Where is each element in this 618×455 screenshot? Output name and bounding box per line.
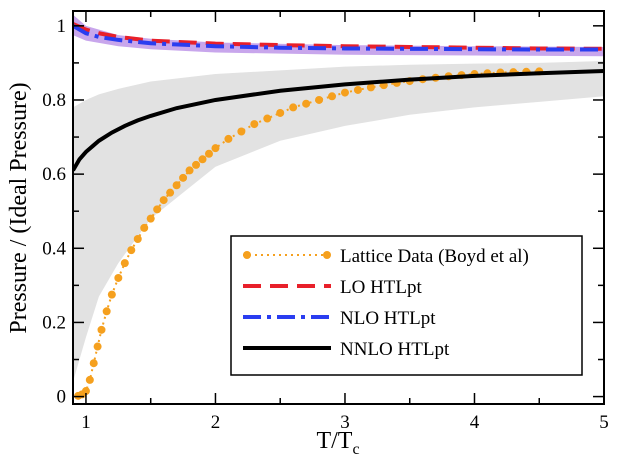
data-point [166, 188, 175, 197]
data-point [114, 273, 123, 282]
y-tick-label: 0 [57, 387, 67, 408]
data-point [93, 342, 102, 351]
x-tick-label: 5 [599, 412, 609, 433]
y-tick-label: 1 [57, 16, 67, 37]
data-point [140, 223, 149, 232]
band-nnlo-htlpt [73, 61, 604, 382]
x-tick-label: 4 [470, 412, 480, 433]
plot-frame [72, 10, 605, 405]
y-tick-label: 0.6 [42, 164, 66, 185]
x-tick-label: 2 [211, 412, 221, 433]
data-point [120, 259, 129, 268]
data-point [328, 92, 337, 101]
data-point [224, 134, 233, 143]
legend-marker [243, 251, 251, 259]
data-point [340, 88, 349, 97]
data-point [153, 205, 162, 214]
data-point [353, 85, 362, 94]
y-tick-label: 0.4 [42, 238, 66, 259]
x-tick-label: 1 [81, 412, 91, 433]
series-line-nnlo-htlpt [73, 69, 604, 172]
legend-label-nlo: NLO HTLpt [340, 308, 436, 329]
x-axis-title: T/Tc [316, 428, 359, 455]
data-point [127, 246, 136, 255]
confidence-bands [73, 14, 604, 382]
data-point [366, 83, 375, 92]
data-point [102, 307, 111, 316]
legend-label-lattice: Lattice Data (Boyd et al) [340, 246, 529, 267]
y-axis-title: Pressure / (Ideal Pressure) [6, 82, 32, 333]
y-tick-label: 0.2 [42, 312, 66, 333]
data-point [263, 114, 272, 123]
data-point [89, 359, 98, 368]
data-point [172, 181, 181, 190]
data-point [133, 235, 142, 244]
data-point [107, 290, 116, 299]
series-lines [73, 22, 604, 400]
legend-marker [323, 251, 331, 259]
data-point [198, 155, 207, 164]
data-point [276, 108, 285, 117]
legend-label-nnlo: NNLO HTLpt [340, 339, 450, 360]
series-line-nlo-htlpt [73, 24, 604, 52]
legend-samples [243, 251, 331, 350]
legend-label-lo: LO HTLpt [340, 277, 423, 298]
data-point [237, 127, 246, 136]
legend: Lattice Data (Boyd et al) LO HTLpt NLO H… [230, 235, 583, 376]
x-tick-label: 3 [340, 412, 350, 433]
data-point [289, 103, 298, 112]
data-point [250, 120, 259, 129]
data-point [315, 95, 324, 104]
axis-ticks: 1 2 3 4 5 0 0.2 0.4 0.6 0.8 1 [42, 11, 609, 433]
data-point [85, 375, 94, 384]
band-nlo-htlpt [73, 14, 604, 57]
data-point [146, 214, 155, 223]
legend-box [230, 235, 583, 376]
data-point [211, 144, 220, 153]
data-point [97, 325, 106, 334]
data-point [81, 387, 90, 396]
data-point [159, 196, 168, 205]
data-point [192, 160, 201, 169]
y-tick-label: 0.8 [42, 90, 66, 111]
data-point [179, 173, 188, 182]
data-point [204, 149, 213, 158]
data-point [302, 99, 311, 108]
data-point [185, 166, 194, 175]
